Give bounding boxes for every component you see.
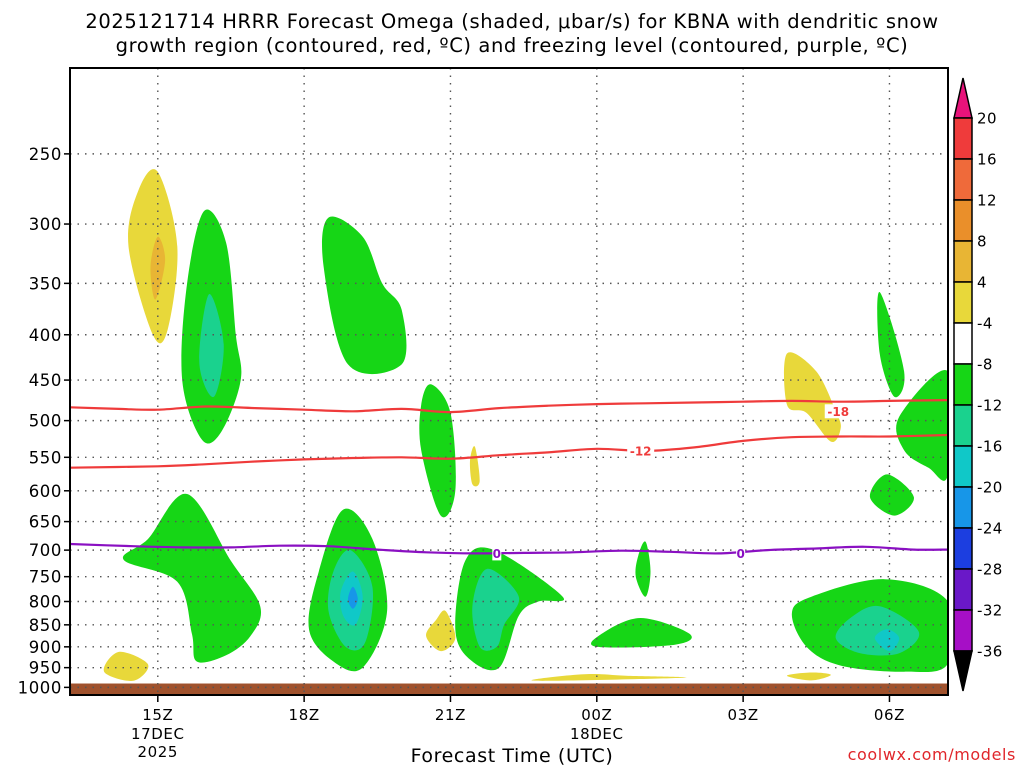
colorbar-label: 8	[977, 233, 987, 251]
y-tick-label: 700	[29, 541, 62, 560]
y-tick-label: 850	[29, 616, 62, 635]
y-tick-label: 300	[29, 215, 62, 234]
colorbar: 20 16 12 8 4 -4 -8 -12 -16 -20 -24 -28 -32 -36	[953, 77, 1003, 692]
contour-label-bg	[736, 546, 746, 561]
omega-region-negative	[877, 291, 905, 398]
colorbar-box	[953, 322, 973, 365]
omega-region-negative-core3	[348, 586, 358, 609]
omega-region-positive	[531, 673, 687, 681]
contour-line-0	[70, 542, 948, 555]
colorbar-box	[953, 486, 973, 529]
omega-region-negative-core	[199, 294, 224, 398]
contour-label: -12	[630, 444, 652, 458]
y-tick-label: 550	[29, 448, 62, 467]
colorbar-top-arrow	[953, 77, 973, 119]
colorbar-box	[953, 568, 973, 611]
x-tick-sublabel: 2025	[138, 743, 179, 761]
x-tick-label: 21Z	[435, 706, 466, 724]
x-axis-label: Forecast Time (UTC)	[410, 745, 614, 767]
colorbar-label: -36	[977, 643, 1003, 661]
colorbar-box	[953, 609, 973, 652]
y-tick-label: 400	[29, 326, 62, 345]
x-tick-sublabel: 18DEC	[570, 725, 624, 743]
contour-label-bg	[627, 443, 655, 458]
contour-line--18	[70, 399, 948, 414]
colorbar-label: 12	[977, 192, 997, 210]
y-tick-label: 950	[29, 659, 62, 678]
omega-region-positive	[103, 651, 149, 681]
omega-region-negative	[635, 541, 651, 597]
x-tick-label: 00Z	[581, 706, 612, 724]
contour-label-bg	[492, 546, 502, 561]
x-tick-label: 06Z	[874, 706, 905, 724]
contour-label: -18	[827, 405, 849, 419]
colorbar-label: -4	[977, 315, 993, 333]
y-tick-label: 800	[29, 593, 62, 612]
chart-title-line2: growth region (contoured, red, ºC) and f…	[115, 34, 909, 57]
omega-region-positive	[787, 672, 831, 681]
contour-label: 0	[737, 547, 745, 561]
x-tick-label: 18Z	[289, 706, 320, 724]
chart-title-line1: 2025121714 HRRR Forecast Omega (shaded, …	[85, 10, 939, 33]
terrain-fill	[70, 683, 948, 695]
colorbar-label: 20	[977, 110, 997, 128]
colorbar-label: -8	[977, 356, 993, 374]
plot-area: -18 -12 0 0 250 300 350 400 450 500 550 600 650 700 75…	[18, 67, 949, 761]
colorbar-label: -16	[977, 438, 1003, 456]
omega-region-negative	[591, 618, 692, 648]
colorbar-box	[953, 527, 973, 570]
x-tick-label: 03Z	[728, 706, 759, 724]
y-tick-label: 250	[29, 145, 62, 164]
colorbar-box	[953, 158, 973, 201]
x-tick-sublabel: 17DEC	[131, 725, 185, 743]
credit-link[interactable]: coolwx.com/models	[847, 745, 1016, 764]
colorbar-box	[953, 445, 973, 488]
contour-label-bg	[824, 404, 852, 419]
colorbar-label: -24	[977, 520, 1003, 538]
colorbar-label: 4	[977, 274, 987, 292]
colorbar-box	[953, 363, 973, 406]
y-tick-label: 450	[29, 371, 62, 390]
omega-region-negative-core	[835, 605, 920, 656]
colorbar-label: -12	[977, 397, 1003, 415]
plot-clip-group: -18 -12 0 0	[70, 68, 948, 695]
y-tick-label: 350	[29, 274, 62, 293]
omega-region-negative-core	[472, 568, 520, 651]
colorbar-bottom-arrow	[953, 650, 973, 692]
y-tick-label: 500	[29, 412, 62, 431]
omega-region-negative	[896, 369, 948, 481]
colorbar-box	[953, 281, 973, 324]
omega-region-negative-core2	[874, 629, 900, 652]
omega-region-negative	[419, 384, 456, 518]
omega-region-negative	[322, 216, 407, 375]
omega-region-positive	[469, 446, 480, 487]
contour-label: 0	[493, 547, 501, 561]
x-tick-label: 15Z	[142, 706, 173, 724]
y-tick-label: 600	[29, 482, 62, 501]
y-tick-label: 650	[29, 513, 62, 532]
plot-frame	[69, 67, 949, 696]
omega-region-negative	[869, 474, 914, 516]
omega-region-positive-core	[150, 236, 166, 300]
y-tick-label: 900	[29, 638, 62, 657]
colorbar-label: -28	[977, 561, 1003, 579]
y-tick-label: 750	[29, 568, 62, 587]
colorbar-box	[953, 404, 973, 447]
omega-region-negative	[122, 493, 262, 663]
colorbar-label: -32	[977, 602, 1003, 620]
omega-region-positive	[426, 610, 456, 652]
colorbar-label: -20	[977, 479, 1003, 497]
omega-region-positive	[783, 352, 841, 442]
colorbar-label: 16	[977, 151, 997, 169]
colorbar-box	[953, 117, 973, 160]
y-tick-label: 1000	[18, 678, 62, 697]
colorbar-box	[953, 240, 973, 283]
contour-line--12	[70, 433, 948, 469]
colorbar-box	[953, 199, 973, 242]
